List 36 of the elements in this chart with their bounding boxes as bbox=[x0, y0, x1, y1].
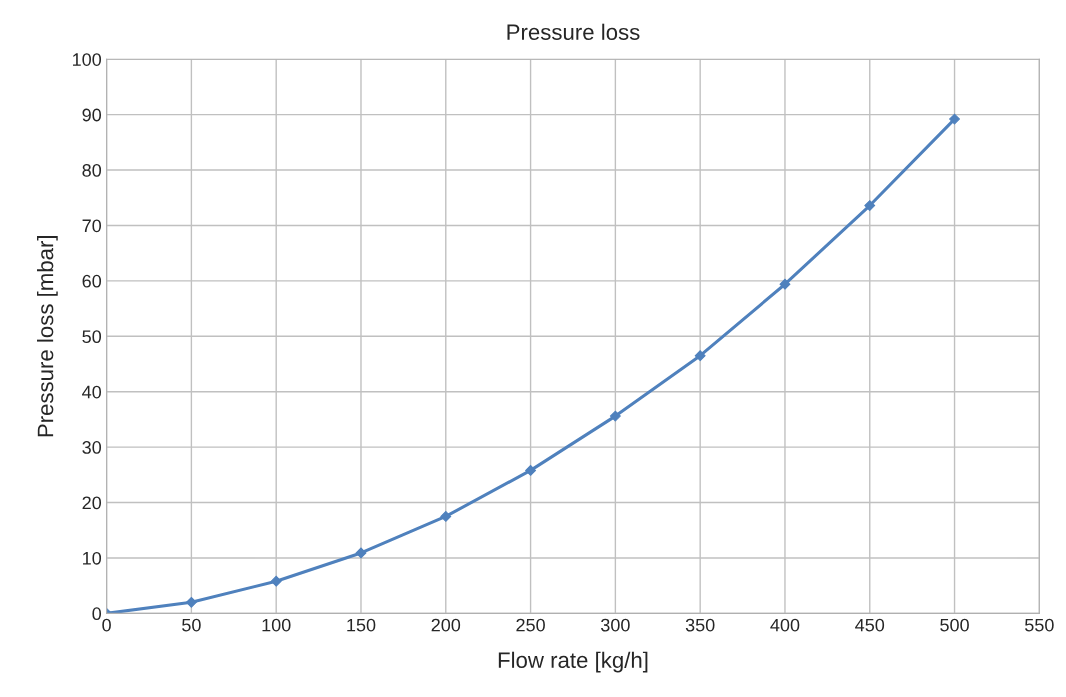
x-tick-label: 500 bbox=[940, 618, 969, 632]
x-tick-label: 300 bbox=[601, 618, 630, 632]
y-tick-label: 100 bbox=[72, 53, 102, 66]
y-axis-title: Pressure loss [mbar] bbox=[37, 236, 58, 437]
x-tick-label: 450 bbox=[855, 618, 885, 632]
y-tick-label: 90 bbox=[82, 108, 102, 122]
x-tick-label: 550 bbox=[1025, 618, 1054, 632]
y-tick-label: 10 bbox=[83, 551, 102, 565]
point bbox=[270, 575, 282, 587]
point bbox=[609, 410, 621, 422]
y-tick-label: 0 bbox=[92, 607, 102, 621]
x-axis-title: Flow rate [kg/h] bbox=[498, 651, 648, 673]
x-tick-label: 250 bbox=[516, 618, 545, 632]
point bbox=[949, 113, 960, 125]
x-tick-label: 350 bbox=[685, 618, 715, 632]
point bbox=[525, 464, 537, 476]
x-tick-label: 50 bbox=[182, 618, 201, 632]
y-tick-label: 60 bbox=[82, 274, 102, 288]
chart-title: Pressure loss bbox=[507, 23, 640, 41]
x-tick-label: 150 bbox=[347, 618, 376, 632]
y-tick-label: 40 bbox=[82, 385, 102, 399]
x-tick-label: 100 bbox=[262, 618, 291, 632]
y-tick-label: 20 bbox=[82, 496, 102, 510]
x-tick-label: 200 bbox=[431, 618, 461, 632]
x-tick-label: 0 bbox=[102, 618, 111, 632]
point bbox=[185, 596, 197, 608]
point bbox=[440, 510, 452, 522]
point bbox=[355, 547, 367, 559]
x-tick-label: 400 bbox=[770, 618, 800, 632]
point bbox=[694, 350, 706, 362]
point bbox=[779, 278, 791, 290]
y-tick-label: 80 bbox=[82, 164, 102, 177]
point bbox=[864, 200, 876, 211]
y-tick-label: 50 bbox=[82, 330, 102, 344]
y-tick-label: 70 bbox=[82, 219, 102, 233]
y-tick-label: 30 bbox=[82, 441, 102, 454]
